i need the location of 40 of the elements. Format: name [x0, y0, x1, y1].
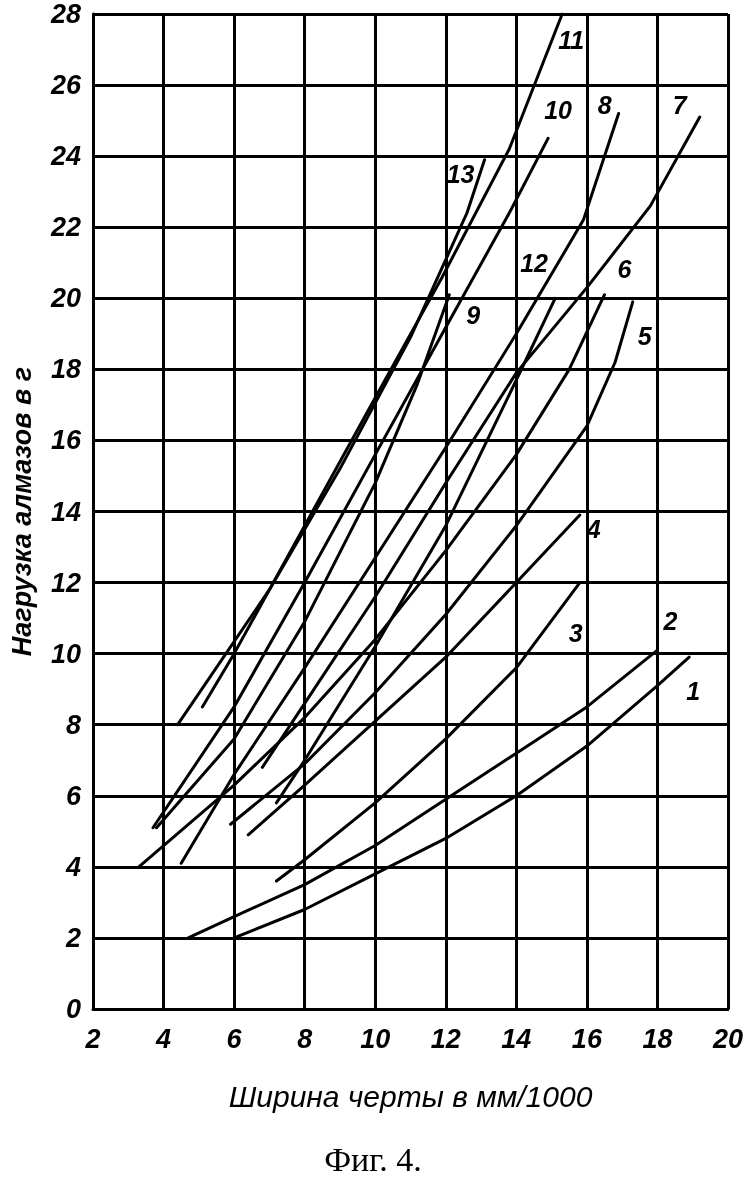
series-label: 7 — [672, 91, 688, 120]
y-axis-title: Нагрузка алмазов в г — [6, 366, 37, 657]
y-tick-label: 14 — [50, 496, 81, 527]
y-tick-label: 10 — [50, 638, 81, 669]
series-label: 10 — [544, 96, 573, 125]
series-label: 6 — [617, 254, 633, 283]
y-tick-label: 22 — [49, 212, 81, 243]
y-tick-label: 2 — [64, 922, 81, 953]
y-tick-label: 8 — [65, 709, 81, 740]
series-label: 8 — [597, 90, 612, 119]
x-tick-label: 10 — [360, 1023, 391, 1054]
x-tick-label: 6 — [226, 1023, 243, 1054]
y-tick-label: 24 — [49, 141, 81, 172]
x-axis-title: Ширина черты в мм/1000 — [228, 1079, 593, 1113]
y-tick-label: 20 — [49, 283, 81, 314]
y-tick-label: 0 — [65, 994, 81, 1024]
x-tick-label: 4 — [155, 1023, 172, 1054]
series-label: 1 — [686, 677, 701, 706]
y-tick-label: 26 — [49, 70, 82, 101]
y-tick-label: 4 — [64, 851, 81, 882]
x-tick-label: 20 — [711, 1023, 744, 1054]
x-tick-label: 18 — [642, 1023, 673, 1054]
series-label: 3 — [568, 618, 583, 647]
x-tick-label: 16 — [571, 1023, 603, 1054]
series-label: 12 — [520, 249, 549, 278]
x-tick-label: 8 — [297, 1023, 313, 1054]
y-tick-label: 18 — [50, 354, 81, 385]
series-label: 5 — [637, 321, 653, 350]
series-label: 11 — [558, 26, 585, 54]
x-tick-label: 2 — [84, 1023, 101, 1054]
y-tick-label: 16 — [50, 425, 82, 456]
text: Фиг. 4. — [324, 1140, 422, 1178]
y-tick-label: 12 — [50, 567, 81, 598]
series-label: 9 — [466, 300, 481, 329]
y-tick-label: 6 — [65, 780, 82, 811]
series-label: 2 — [662, 607, 678, 636]
series-label: 13 — [446, 159, 475, 188]
x-tick-label: 12 — [430, 1023, 461, 1054]
x-tick-label: 14 — [501, 1023, 532, 1054]
y-tick-label: 28 — [49, 0, 81, 29]
